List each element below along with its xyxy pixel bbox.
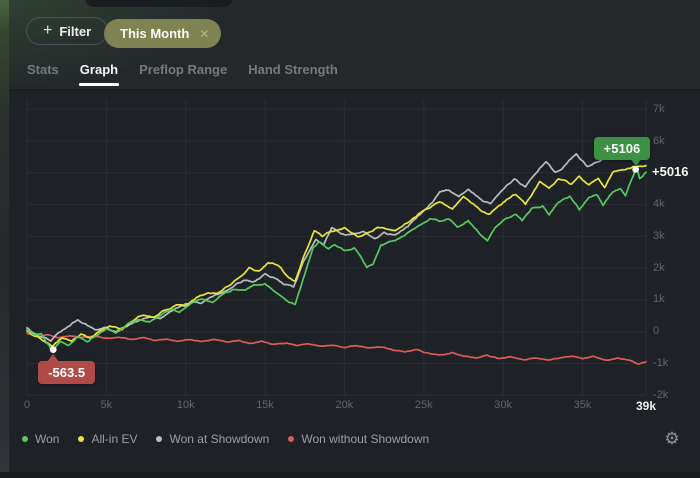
all-in-ev-series-dot-icon: [78, 436, 85, 442]
min-badge-pointer: [47, 353, 60, 362]
x-axis-tick-10k: 10k: [176, 399, 195, 411]
won-at-showdown-series-dot-icon: [156, 436, 163, 442]
x-axis-tick-5k: 5k: [100, 399, 113, 411]
x-axis-tick-35k: 35k: [573, 399, 592, 411]
tab-hand-strength[interactable]: Hand Strength: [248, 62, 338, 77]
y-axis-tick-3k: 3k: [653, 229, 665, 242]
min-value-badge: -563.5: [38, 360, 96, 384]
legend-label: All-in EV: [91, 432, 138, 446]
x-axis-tick-30k: 30k: [494, 399, 513, 411]
tab-preflop-range[interactable]: Preflop Range: [139, 62, 228, 77]
plus-icon: +: [43, 22, 53, 39]
legend-item-won-without-showdown[interactable]: Won without Showdown: [288, 432, 429, 446]
y-axis-tick-0: 0: [653, 325, 660, 338]
max-badge-pointer: [629, 158, 642, 167]
left-edge-strip: [0, 0, 9, 478]
y-axis-tick--2k: -2k: [653, 388, 669, 401]
y-axis-tick-1k: 1k: [653, 293, 665, 306]
filter-button-label: Filter: [59, 23, 92, 39]
legend-label: Won: [35, 432, 60, 446]
max-value-text: +5106: [603, 141, 641, 157]
legend-label: Won without Showdown: [301, 432, 430, 446]
filter-chip-label: This Month: [120, 26, 190, 41]
bottom-edge-strip: [0, 472, 700, 478]
y-axis-tick-4k: 4k: [653, 198, 665, 211]
x-axis-tick-20k: 20k: [335, 399, 354, 411]
final-value-label: +5016: [652, 164, 689, 180]
tab-graph[interactable]: Graph: [78, 62, 120, 86]
tab-stats[interactable]: Stats: [27, 62, 59, 77]
filter-chip-this-month[interactable]: This Month ✕: [104, 19, 222, 48]
x-axis-tick-0: 0: [23, 399, 31, 411]
graph-settings-gear-icon[interactable]: ⚙: [664, 429, 680, 448]
filter-button[interactable]: + Filter: [26, 17, 109, 45]
legend-item-won-at-showdown[interactable]: Won at Showdown: [156, 432, 269, 446]
max-value-badge: +5106: [593, 137, 651, 161]
tabs-divider: [0, 89, 700, 91]
y-axis-tick-7k: 7k: [653, 102, 665, 115]
chart-legend: Won All-in EV Won at Showdown Won withou…: [22, 432, 448, 446]
chip-close-icon[interactable]: ✕: [199, 26, 210, 41]
x-axis-tick-39k: 39k: [635, 399, 657, 413]
y-axis-tick--1k: -1k: [653, 356, 669, 369]
won-series-dot-icon: [22, 436, 28, 442]
legend-label: Won at Showdown: [169, 432, 270, 446]
y-axis-tick-2k: 2k: [653, 261, 665, 274]
x-axis-tick-15k: 15k: [256, 399, 274, 411]
y-axis-tick-6k: 6k: [653, 134, 665, 147]
view-tabs: Stats Graph Preflop Range Hand Strength: [27, 62, 338, 91]
clipped-top-element: [85, 0, 233, 7]
legend-item-won[interactable]: Won: [22, 432, 59, 446]
legend-item-all-in-ev[interactable]: All-in EV: [78, 432, 137, 446]
won-without-showdown-series-dot-icon: [288, 436, 295, 442]
min-value-text: -563.5: [48, 364, 86, 380]
x-axis-tick-25k: 25k: [414, 399, 433, 411]
